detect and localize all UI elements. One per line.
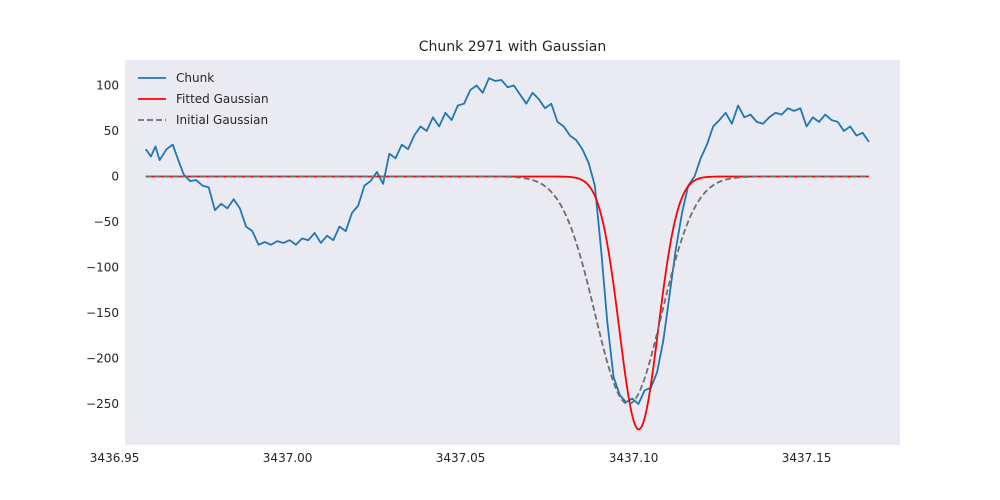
y-tick-label: −200 — [86, 352, 119, 366]
legend-label-chunk: Chunk — [176, 71, 214, 85]
y-tick-label: 0 — [111, 170, 119, 184]
y-tick-label: 50 — [104, 124, 119, 138]
y-tick-label: −100 — [86, 261, 119, 275]
y-tick-label: −50 — [94, 215, 119, 229]
plot-area — [125, 60, 900, 445]
x-tick-label: 3436.95 — [90, 451, 140, 465]
x-tick-label: 3437.15 — [782, 451, 832, 465]
series-line-initial-gaussian — [145, 175, 869, 405]
x-tick-label: 3437.05 — [436, 451, 486, 465]
series-line-chunk — [145, 77, 870, 405]
x-tick-label: 3437.10 — [609, 451, 659, 465]
y-tick-label: −150 — [86, 306, 119, 320]
series-layer — [145, 77, 870, 431]
y-tick-label: −250 — [86, 397, 119, 411]
legend-label-fitted-gaussian: Fitted Gaussian — [176, 92, 269, 106]
x-axis-ticks: 3436.95 3437.00 3437.05 3437.10 3437.15 — [90, 451, 832, 465]
y-tick-label: 100 — [96, 78, 119, 92]
legend: Chunk Fitted Gaussian Initial Gaussian — [138, 71, 269, 127]
y-axis-ticks: 100 50 0 −50 −100 −150 −200 −250 — [86, 78, 119, 411]
chart-title: Chunk 2971 with Gaussian — [419, 39, 606, 55]
legend-label-initial-gaussian: Initial Gaussian — [176, 113, 268, 127]
x-tick-label: 3437.00 — [263, 451, 313, 465]
